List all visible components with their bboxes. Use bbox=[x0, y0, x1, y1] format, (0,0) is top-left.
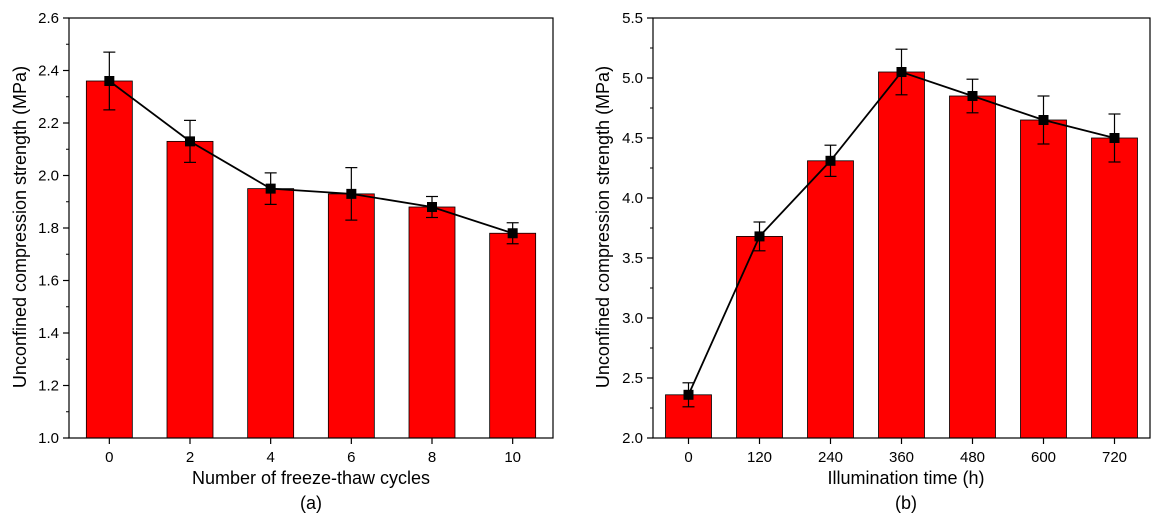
chart-b-xlabel: Illumination time (h) bbox=[827, 468, 984, 488]
chart-a-xtick-label: 8 bbox=[428, 449, 436, 466]
chart-a-bar bbox=[327, 193, 375, 439]
chart-a-point bbox=[265, 183, 276, 194]
chart-a-xtick-label: 2 bbox=[186, 449, 194, 466]
chart-a-bar bbox=[166, 140, 214, 439]
chart-a-xtick-label: 0 bbox=[105, 449, 113, 466]
chart-b-ytick-label: 5.0 bbox=[622, 70, 643, 87]
chart-a-point bbox=[104, 76, 115, 86]
chart-a-ytick-label: 1.6 bbox=[38, 273, 59, 290]
chart-b-xtick-label: 600 bbox=[1031, 449, 1056, 466]
chart-a-ytick-label: 1.2 bbox=[38, 378, 59, 395]
chart-a-ytick-label: 1.8 bbox=[38, 220, 59, 237]
chart-a-point bbox=[346, 188, 357, 199]
chart-a-ytick-label: 2.4 bbox=[38, 63, 59, 80]
chart-a: Unconfined compression strength (MPa) Nu… bbox=[10, 10, 554, 513]
chart-b-bar bbox=[1020, 119, 1067, 439]
chart-b-ytick-label: 2.0 bbox=[622, 430, 643, 447]
chart-a-series-line bbox=[108, 80, 513, 235]
chart-b-bar bbox=[807, 160, 854, 439]
chart-b-panel-label: (b) bbox=[895, 493, 917, 513]
chart-a-ytick-label: 1.4 bbox=[38, 325, 59, 342]
chart-b-point bbox=[754, 231, 765, 242]
chart-b-bar bbox=[1091, 137, 1138, 439]
chart-b-point bbox=[683, 389, 694, 400]
chart-b-point bbox=[896, 67, 907, 77]
chart-b: Unconfined compression strength (MPa) Il… bbox=[593, 10, 1151, 513]
chart-b-point bbox=[825, 155, 836, 166]
chart-b-point bbox=[1109, 133, 1120, 143]
chart-b-ytick-label: 4.0 bbox=[622, 190, 643, 207]
chart-b-bar bbox=[949, 95, 996, 439]
chart-a-ytick-label: 1.0 bbox=[38, 430, 59, 447]
chart-a-panel-label: (a) bbox=[300, 493, 322, 513]
chart-b-xtick-label: 360 bbox=[889, 449, 914, 466]
chart-a-bar bbox=[489, 232, 537, 439]
chart-b-xtick-label: 0 bbox=[684, 449, 692, 466]
chart-a-xlabel: Number of freeze-thaw cycles bbox=[192, 468, 430, 488]
chart-b-ytick-label: 4.5 bbox=[622, 130, 643, 147]
chart-a-bar bbox=[408, 206, 456, 439]
chart-a-point bbox=[507, 228, 518, 239]
chart-a-xtick-label: 4 bbox=[266, 449, 274, 466]
chart-b-xtick-label: 480 bbox=[960, 449, 985, 466]
chart-b-ytick-label: 3.5 bbox=[622, 250, 643, 267]
chart-a-xtick-label: 10 bbox=[504, 449, 521, 466]
chart-b-ylabel: Unconfined compression strength (MPa) bbox=[593, 66, 613, 388]
chart-a-plot-frame bbox=[68, 17, 554, 439]
chart-b-bar bbox=[736, 235, 783, 439]
chart-b-xtick-label: 240 bbox=[818, 449, 843, 466]
chart-b-bar bbox=[878, 71, 925, 439]
chart-b-point bbox=[1038, 115, 1049, 125]
chart-b-ytick-label: 2.5 bbox=[622, 370, 643, 387]
chart-b-xtick-label: 120 bbox=[747, 449, 772, 466]
chart-b-point bbox=[967, 91, 978, 101]
chart-a-point bbox=[185, 136, 195, 147]
chart-b-ytick-label: 3.0 bbox=[622, 310, 643, 327]
chart-a-xtick-label: 6 bbox=[347, 449, 355, 466]
chart-a-bar bbox=[247, 188, 295, 439]
chart-a-ytick-label: 2.0 bbox=[38, 168, 59, 185]
chart-a-bar bbox=[85, 80, 133, 439]
chart-b-ytick-label: 5.5 bbox=[622, 10, 643, 27]
chart-a-ytick-label: 2.2 bbox=[38, 115, 59, 132]
chart-a-ylabel: Unconfined compression strength (MPa) bbox=[10, 66, 30, 388]
chart-a-point bbox=[427, 202, 437, 212]
chart-a-ytick-label: 2.6 bbox=[38, 10, 59, 27]
chart-b-xtick-label: 720 bbox=[1102, 449, 1127, 466]
